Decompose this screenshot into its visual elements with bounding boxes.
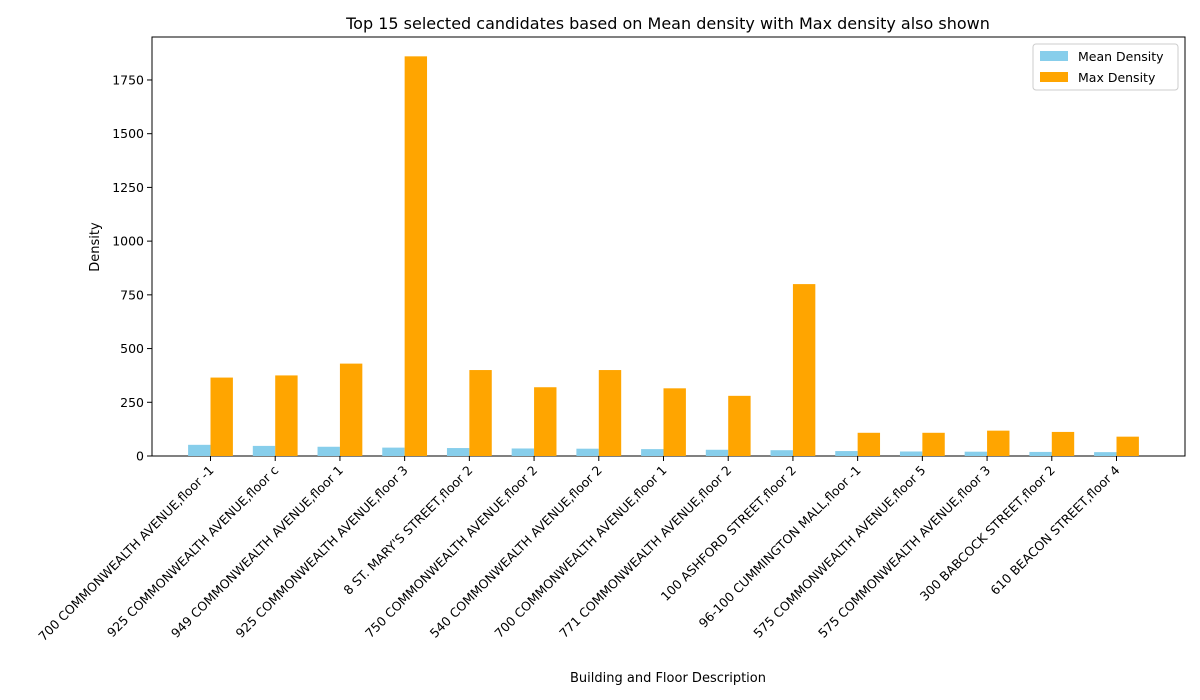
y-tick-label: 1750 — [112, 72, 144, 87]
y-axis: 0 250 500 750 1000 1250 1500 1750 — [112, 72, 152, 464]
bar-mean-density-13 — [964, 451, 988, 456]
bar-mean-density-7 — [576, 448, 599, 456]
bar-mean-density-14 — [1029, 451, 1052, 456]
bar-mean-density-3 — [317, 446, 340, 456]
bar-max-density-14 — [1051, 431, 1075, 456]
bar-max-density-9 — [728, 395, 751, 456]
bar-mean-density-6 — [511, 448, 535, 456]
y-tick-label: 1250 — [112, 180, 144, 195]
bar-max-density-2 — [275, 375, 298, 456]
bar-max-density-10 — [792, 284, 816, 456]
chart-title: Top 15 selected candidates based on Mean… — [345, 14, 990, 33]
bar-mean-density-4 — [382, 447, 405, 456]
bar-mean-density-15 — [1094, 452, 1117, 456]
y-tick-label: 250 — [120, 395, 144, 410]
legend: Mean Density Max Density — [1032, 43, 1179, 91]
bar-mean-density-11 — [835, 451, 858, 456]
x-tick-label: 300 BABCOCK STREET,floor 2 — [917, 463, 1058, 604]
legend-frame — [1032, 43, 1179, 91]
bar-mean-density-9 — [705, 449, 729, 456]
y-tick-label: 500 — [120, 341, 144, 356]
legend-label-max: Max Density — [1078, 70, 1156, 85]
bar-mean-density-10 — [770, 450, 793, 456]
bar-max-density-6 — [534, 387, 557, 456]
bar-max-density-7 — [598, 370, 622, 456]
y-tick-label: 750 — [120, 287, 144, 302]
bar-max-density-4 — [404, 56, 428, 457]
y-tick-label: 1000 — [112, 234, 144, 249]
bars-group — [188, 56, 1139, 457]
y-tick-label: 0 — [136, 449, 144, 464]
legend-label-mean: Mean Density — [1078, 49, 1164, 64]
bar-mean-density-2 — [252, 445, 276, 456]
bar-max-density-5 — [469, 370, 492, 456]
plot-area: 0 250 500 750 1000 1250 1500 1750 700 COMMONWEA… — [35, 36, 1186, 644]
bar-max-density-8 — [663, 388, 686, 456]
legend-swatch-max — [1040, 72, 1068, 82]
x-tick-label: 8 ST. MARY'S STREET,floor 2 — [340, 463, 475, 598]
y-axis-label: Density — [88, 222, 103, 272]
bar-mean-density-1 — [188, 444, 211, 456]
x-tick-label: 100 ASHFORD STREET,floor 2 — [658, 463, 799, 604]
legend-swatch-mean — [1040, 51, 1068, 61]
bar-mean-density-12 — [899, 451, 923, 456]
bar-max-density-15 — [1116, 436, 1139, 456]
x-axis-label: Building and Floor Description — [570, 671, 766, 686]
bar-max-density-11 — [857, 432, 881, 456]
bar-max-density-12 — [922, 432, 945, 456]
bar-mean-density-8 — [641, 449, 664, 456]
bar-max-density-13 — [987, 430, 1010, 456]
y-tick-label: 1500 — [112, 126, 144, 141]
bar-max-density-3 — [339, 363, 363, 456]
bar-mean-density-5 — [446, 448, 470, 456]
bar-max-density-1 — [210, 377, 233, 456]
x-tick-label: 610 BEACON STREET,floor 4 — [987, 462, 1122, 597]
